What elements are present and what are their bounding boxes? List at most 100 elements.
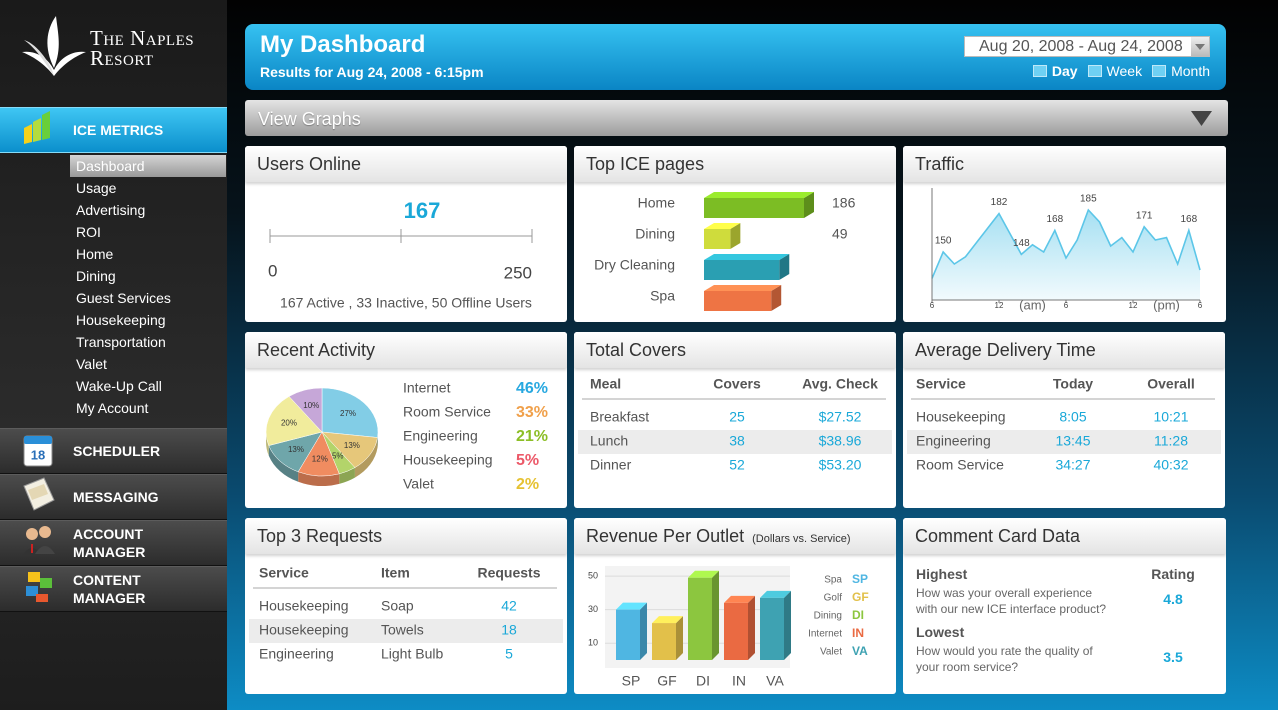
period-label: Week [1106, 63, 1143, 79]
date-range-dropdown[interactable]: Aug 20, 2008 - Aug 24, 2008 [964, 36, 1210, 57]
period-label: Day [1051, 63, 1078, 79]
column-header: Meal [590, 376, 621, 392]
legend-value: 2% [516, 476, 539, 493]
bar [704, 291, 772, 311]
panel-header: Total Covers [574, 332, 896, 368]
bar [760, 597, 784, 660]
point-label: 182 [991, 197, 1008, 208]
pie-side [354, 437, 378, 478]
pie-slice [265, 396, 323, 446]
nav-item[interactable]: Transportation [76, 334, 166, 350]
table-cell: Breakfast [590, 409, 649, 425]
bar-side [640, 602, 647, 660]
panel-body: Home 186 Dining 49 Dry Cleaning Spa [594, 192, 856, 311]
pie-side [298, 471, 340, 486]
brand-line: The Naples [90, 26, 195, 50]
point-label: 171 [1136, 210, 1153, 221]
bar-side [676, 616, 683, 660]
period-option[interactable]: Day [1032, 63, 1078, 79]
bar-label: Spa [650, 288, 675, 304]
comment-question: How would you rate the quality of your r… [916, 644, 1093, 674]
axis-annotation: (am) [1019, 297, 1046, 312]
panel-body: 10 30 50 SP Spa SP GF Golf GF DI Dining DI IN Interne… [588, 566, 869, 689]
period-option[interactable]: Week [1087, 63, 1143, 79]
legend-name: Valet [820, 647, 842, 658]
panel-header: Users Online [245, 146, 567, 182]
nav-section[interactable]: CONTENT MANAGER [0, 566, 227, 612]
panel: Traffic 6 12 6 12 6 (am) (pm) 150 182 148 168 185 171… [903, 146, 1226, 322]
period-label: Month [1171, 63, 1210, 79]
panel-header: Traffic [903, 146, 1226, 182]
period-option[interactable]: Month [1152, 63, 1210, 79]
nav-section-label: ACCOUNT MANAGER [73, 526, 146, 560]
nav-section[interactable]: MESSAGING [0, 474, 227, 520]
bar [704, 229, 731, 249]
arrow-icon [1195, 44, 1205, 50]
x-tick-label: 6 [1198, 301, 1203, 310]
period-checkbox [1032, 65, 1047, 77]
panel-title: Recent Activity [257, 340, 376, 360]
panel-header: Top ICE pages [574, 146, 896, 182]
pie-slice [288, 387, 323, 433]
panel-title: Traffic [915, 154, 965, 174]
nav-section[interactable]: ICE METRICS [0, 107, 227, 153]
nav-item[interactable]: ROI [76, 224, 101, 240]
table-cell: Light Bulb [381, 646, 443, 662]
bar-top [616, 602, 647, 610]
view-graphs-label: View Graphs [258, 109, 361, 129]
nav-section[interactable]: SCHEDULER [0, 428, 227, 474]
bar-top [704, 254, 790, 260]
nav-item[interactable]: Advertising [76, 202, 146, 218]
table-cell: Housekeeping [916, 409, 1006, 425]
slice-label: 5% [332, 451, 344, 460]
column-header: Today [1053, 376, 1093, 392]
slice-label: 12% [312, 454, 328, 463]
nav-item[interactable]: Dashboard [70, 155, 226, 177]
panel-title: Revenue Per Outlet [586, 526, 745, 546]
gauge-min: 0 [268, 261, 277, 280]
bar [616, 609, 640, 660]
slice-label: 13% [344, 441, 360, 450]
legend-name: Room Service [403, 404, 491, 420]
x-tick-label: IN [732, 673, 746, 689]
slice-label: 27% [340, 409, 356, 418]
x-tick-label: VA [766, 673, 784, 689]
column-header: Covers [713, 376, 761, 392]
point-label: 150 [935, 236, 952, 247]
x-tick-label: 12 [1129, 301, 1138, 310]
nav-item[interactable]: Housekeeping [76, 312, 166, 328]
nav-section[interactable]: ACCOUNT MANAGER [0, 520, 227, 566]
x-tick-label: DI [696, 673, 710, 689]
bar-label: Dining [635, 226, 675, 242]
legend-name: Golf [824, 593, 843, 604]
column-header: Avg. Check [802, 376, 878, 392]
nav-item[interactable]: Valet [76, 356, 107, 372]
nav-item[interactable]: Dining [76, 268, 116, 284]
table-cell: 42 [501, 598, 517, 614]
x-tick-label: 6 [930, 301, 935, 310]
nav-item[interactable]: Wake-Up Call [76, 378, 162, 394]
axis-annotation: (pm) [1153, 297, 1180, 312]
nav-item[interactable]: My Account [76, 400, 149, 416]
panel-header: Revenue Per Outlet (Dollars vs. Service) [574, 518, 896, 554]
view-graphs-bar[interactable]: View Graphs [245, 100, 1228, 136]
nav-item[interactable]: Guest Services [76, 290, 171, 306]
x-tick-label: GF [657, 673, 676, 689]
nav-item[interactable]: Home [76, 246, 114, 262]
header: My Dashboard Results for Aug 24, 2008 - … [245, 24, 1226, 90]
panel-title: Top ICE pages [586, 154, 705, 174]
panel-header: Recent Activity [245, 332, 567, 368]
users-summary: 167 Active , 33 Inactive, 50 Offline Use… [280, 295, 532, 311]
nav-item[interactable]: Usage [76, 180, 117, 196]
panel: Average Delivery Time Service Today Overall… [903, 332, 1225, 508]
brand-line: Resort [90, 46, 154, 70]
row-band [907, 430, 1221, 454]
legend-name: Engineering [403, 428, 478, 444]
legend-name: Spa [824, 575, 842, 586]
legend-value: 21% [516, 428, 548, 445]
period-checkbox [1087, 65, 1102, 77]
column-header: Item [381, 565, 410, 581]
nav-section-label: ICE METRICS [73, 122, 164, 138]
legend-value: 5% [516, 452, 539, 469]
